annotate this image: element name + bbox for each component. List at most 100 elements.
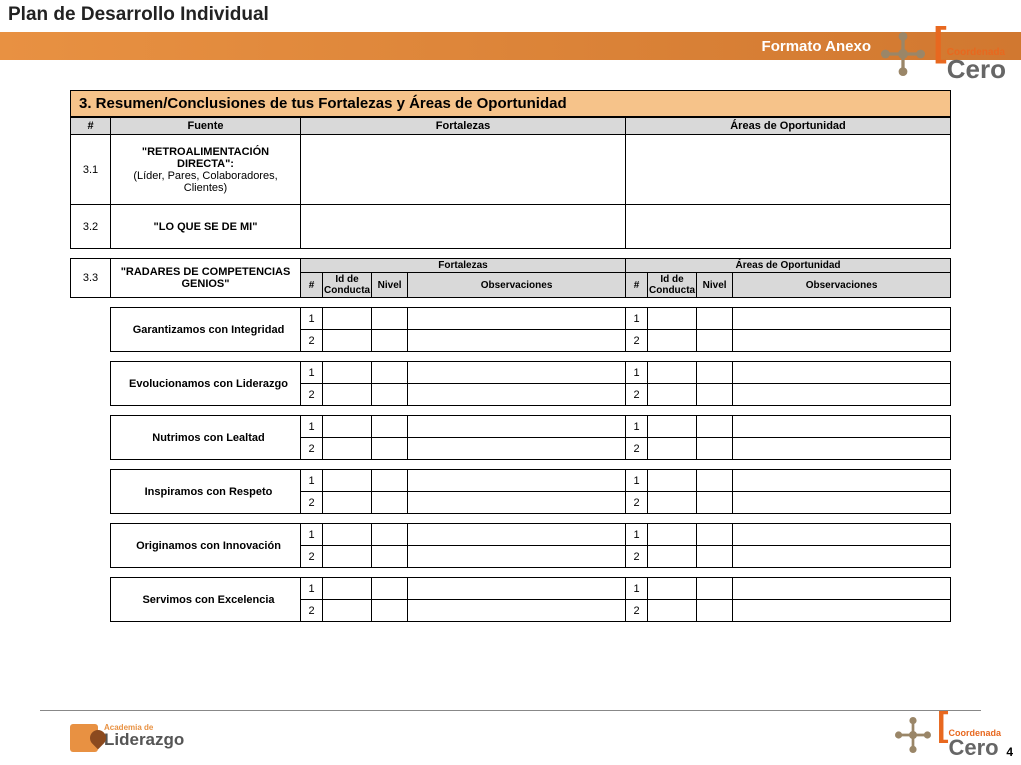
cell-obs-f[interactable] xyxy=(408,546,626,568)
cell-id-a[interactable] xyxy=(648,600,697,622)
cell-obs-a[interactable] xyxy=(733,470,951,492)
cell-id-f[interactable] xyxy=(323,330,372,352)
cell-id-a[interactable] xyxy=(648,416,697,438)
row-num-a: 2 xyxy=(626,438,648,460)
cell-id-f[interactable] xyxy=(323,470,372,492)
sub-col-id-a: Id de Conducta xyxy=(648,273,697,298)
row-3-2-areas[interactable] xyxy=(626,205,951,249)
cell-nivel-a[interactable] xyxy=(697,308,733,330)
cell-nivel-a[interactable] xyxy=(697,416,733,438)
cell-obs-a[interactable] xyxy=(733,384,951,406)
cell-obs-a[interactable] xyxy=(733,524,951,546)
cell-id-a[interactable] xyxy=(648,492,697,514)
cell-obs-f[interactable] xyxy=(408,416,626,438)
orange-band: Formato Anexo xyxy=(0,32,1021,60)
col-header-fuente: Fuente xyxy=(111,118,301,135)
title-bar: Plan de Desarrollo Individual xyxy=(0,0,1021,30)
row-3-1-fortalezas[interactable] xyxy=(301,135,626,205)
col-header-num: # xyxy=(71,118,111,135)
cell-id-f[interactable] xyxy=(323,308,372,330)
cell-obs-a[interactable] xyxy=(733,546,951,568)
cell-obs-f[interactable] xyxy=(408,308,626,330)
cell-nivel-f[interactable] xyxy=(372,384,408,406)
cell-obs-a[interactable] xyxy=(733,416,951,438)
cell-nivel-f[interactable] xyxy=(372,600,408,622)
cell-obs-a[interactable] xyxy=(733,330,951,352)
cell-nivel-a[interactable] xyxy=(697,330,733,352)
cell-nivel-a[interactable] xyxy=(697,384,733,406)
row-num-a: 1 xyxy=(626,362,648,384)
cell-obs-f[interactable] xyxy=(408,524,626,546)
cell-obs-a[interactable] xyxy=(733,308,951,330)
cell-obs-f[interactable] xyxy=(408,578,626,600)
cell-id-f[interactable] xyxy=(323,578,372,600)
cell-obs-a[interactable] xyxy=(733,438,951,460)
cell-obs-a[interactable] xyxy=(733,600,951,622)
footer-divider xyxy=(40,710,981,711)
cell-id-a[interactable] xyxy=(648,362,697,384)
table-row: Nutrimos con Lealtad11 xyxy=(71,416,951,438)
cell-id-a[interactable] xyxy=(648,438,697,460)
cell-nivel-a[interactable] xyxy=(697,546,733,568)
cell-nivel-f[interactable] xyxy=(372,438,408,460)
row-num-f: 2 xyxy=(301,600,323,622)
competencia-label: Nutrimos con Lealtad xyxy=(111,416,301,460)
cell-obs-f[interactable] xyxy=(408,492,626,514)
sub-col-id-f: Id de Conducta xyxy=(323,273,372,298)
cell-id-f[interactable] xyxy=(323,600,372,622)
cell-obs-a[interactable] xyxy=(733,362,951,384)
cell-obs-f[interactable] xyxy=(408,384,626,406)
cell-obs-a[interactable] xyxy=(733,578,951,600)
cell-id-f[interactable] xyxy=(323,492,372,514)
cell-nivel-f[interactable] xyxy=(372,524,408,546)
table-row: Inspiramos con Respeto11 xyxy=(71,470,951,492)
cell-id-f[interactable] xyxy=(323,384,372,406)
row-num-f: 2 xyxy=(301,546,323,568)
row-num-f: 1 xyxy=(301,416,323,438)
row-3-1-areas[interactable] xyxy=(626,135,951,205)
cell-nivel-a[interactable] xyxy=(697,438,733,460)
cell-obs-f[interactable] xyxy=(408,330,626,352)
cell-id-a[interactable] xyxy=(648,578,697,600)
cell-nivel-f[interactable] xyxy=(372,492,408,514)
page-footer: Academia deLiderazgo [ Coordenada Cero xyxy=(0,710,1021,765)
page-header: Plan de Desarrollo Individual Formato An… xyxy=(0,0,1021,60)
cell-obs-a[interactable] xyxy=(733,492,951,514)
cell-nivel-a[interactable] xyxy=(697,578,733,600)
cell-id-f[interactable] xyxy=(323,524,372,546)
row-num-a: 2 xyxy=(626,600,648,622)
cell-nivel-a[interactable] xyxy=(697,524,733,546)
cell-nivel-f[interactable] xyxy=(372,470,408,492)
cell-nivel-f[interactable] xyxy=(372,578,408,600)
cell-nivel-a[interactable] xyxy=(697,470,733,492)
cell-obs-f[interactable] xyxy=(408,470,626,492)
cell-id-f[interactable] xyxy=(323,546,372,568)
cell-id-a[interactable] xyxy=(648,470,697,492)
cell-nivel-a[interactable] xyxy=(697,492,733,514)
cell-nivel-f[interactable] xyxy=(372,330,408,352)
logo-coordenada-cero-footer: [ Coordenada Cero xyxy=(895,717,1001,758)
sub-col-nivel-a: Nivel xyxy=(697,273,733,298)
cell-id-a[interactable] xyxy=(648,546,697,568)
cell-nivel-f[interactable] xyxy=(372,308,408,330)
cell-id-f[interactable] xyxy=(323,362,372,384)
row-num-f: 2 xyxy=(301,438,323,460)
col-header-fortalezas: Fortalezas xyxy=(301,118,626,135)
row-num-a: 2 xyxy=(626,492,648,514)
cell-id-f[interactable] xyxy=(323,416,372,438)
cell-id-f[interactable] xyxy=(323,438,372,460)
cell-nivel-f[interactable] xyxy=(372,416,408,438)
cell-id-a[interactable] xyxy=(648,384,697,406)
cell-nivel-f[interactable] xyxy=(372,546,408,568)
bracket-icon: [ xyxy=(937,717,948,734)
cell-nivel-a[interactable] xyxy=(697,362,733,384)
cell-obs-f[interactable] xyxy=(408,438,626,460)
cell-id-a[interactable] xyxy=(648,524,697,546)
cell-id-a[interactable] xyxy=(648,308,697,330)
cell-id-a[interactable] xyxy=(648,330,697,352)
cell-obs-f[interactable] xyxy=(408,600,626,622)
cell-nivel-a[interactable] xyxy=(697,600,733,622)
row-3-2-fortalezas[interactable] xyxy=(301,205,626,249)
cell-nivel-f[interactable] xyxy=(372,362,408,384)
cell-obs-f[interactable] xyxy=(408,362,626,384)
